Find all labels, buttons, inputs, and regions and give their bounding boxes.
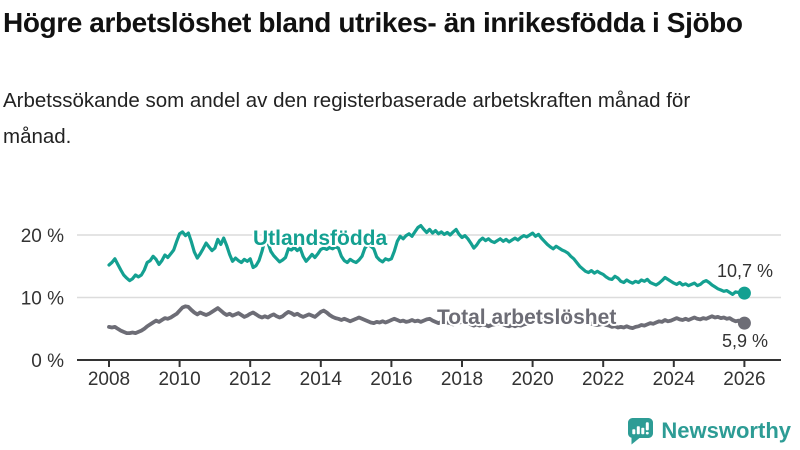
- end-value-label-total-arbetsloshet: 5,9 %: [722, 331, 768, 351]
- x-axis-labels: 2008 2010 2012 2014 2016 2018 2020 2022 2024 2026: [88, 369, 766, 390]
- bar-glyph-1: [632, 429, 636, 435]
- y-axis-tick-label: 0 %: [31, 351, 64, 372]
- gridlines: [77, 234, 781, 299]
- series-label-total-arbetsloshet: Total arbetslöshet: [437, 306, 616, 329]
- series-lines: [107, 224, 751, 336]
- line-total-arbetsloshet: [107, 304, 747, 336]
- x-axis-tick-label: 2020: [511, 369, 553, 390]
- x-axis-tick-label: 2018: [441, 369, 483, 390]
- y-axis-tick-label: 10 %: [21, 289, 64, 310]
- end-dot-utlandsfodda: [737, 286, 751, 300]
- line-utlandsfodda: [107, 224, 747, 296]
- page-subtitle: Arbetssökande som andel av den registerb…: [3, 89, 691, 148]
- x-axis-tick-label: 2026: [723, 369, 765, 390]
- newsworthy-icon: [628, 418, 654, 445]
- x-axis-tick-label: 2012: [229, 369, 271, 390]
- exclamation-glyph-dot: [646, 431, 650, 435]
- x-axis-tick-label: 2022: [582, 369, 624, 390]
- x-axis-tick-label: 2024: [653, 369, 696, 390]
- x-axis-tick-label: 2010: [158, 369, 200, 390]
- page-title: Högre arbetslöshet bland utrikes- än inr…: [3, 7, 743, 38]
- end-value-label-utlandsfodda: 10,7 %: [717, 261, 773, 281]
- bar-glyph-3: [641, 427, 645, 435]
- exclamation-glyph-stem: [646, 422, 650, 431]
- bar-glyph-2: [637, 426, 641, 435]
- end-dot-total-arbetsloshet: [737, 316, 751, 330]
- x-axis: [77, 359, 781, 367]
- newsworthy-logo-text: Newsworthy: [661, 418, 791, 443]
- y-axis-tick-label: 20 %: [21, 226, 64, 247]
- x-axis-ticks: [108, 361, 746, 367]
- x-axis-tick-label: 2008: [88, 369, 130, 390]
- x-axis-tick-label: 2014: [300, 369, 343, 390]
- x-axis-tick-label: 2016: [370, 369, 412, 390]
- y-axis-labels: 0 % 10 % 20 %: [21, 226, 64, 372]
- newsworthy-logo[interactable]: Newsworthy: [627, 417, 791, 445]
- series-label-utlandsfodda: Utlandsfödda: [253, 227, 387, 250]
